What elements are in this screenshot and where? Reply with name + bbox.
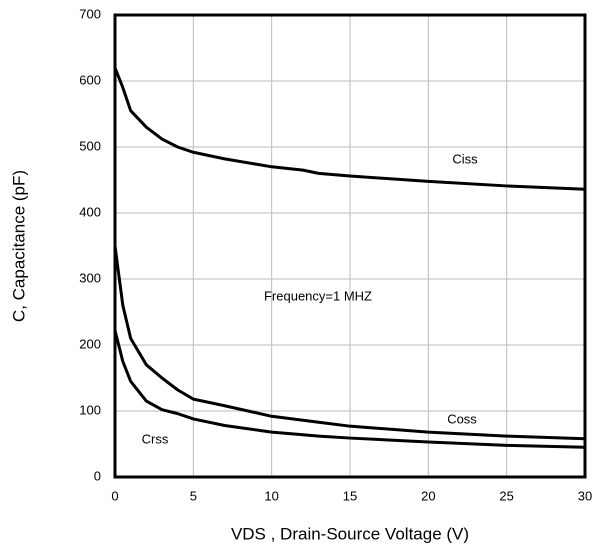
series-label: Crss [142, 431, 169, 446]
y-tick-label: 200 [79, 336, 101, 351]
series-label: Coss [447, 411, 477, 426]
annotation: Frequency=1 MHZ [264, 288, 372, 303]
x-tick-label: 5 [190, 488, 197, 503]
y-tick-label: 500 [79, 138, 101, 153]
y-tick-label: 400 [79, 204, 101, 219]
x-tick-label: 25 [499, 488, 513, 503]
x-tick-label: 10 [264, 488, 278, 503]
y-tick-label: 0 [94, 468, 101, 483]
data-line [113, 245, 586, 441]
x-tick-label: 30 [578, 488, 592, 503]
y-tick-label: 300 [79, 270, 101, 285]
y-tick-label: 100 [79, 402, 101, 417]
series-label: Ciss [452, 151, 478, 166]
y-axis-label: C, Capacitance (pF) [9, 170, 28, 322]
y-tick-label: 700 [79, 6, 101, 21]
x-axis-label: VDS , Drain-Source Voltage (V) [231, 524, 469, 543]
data-line [113, 330, 586, 449]
y-tick-label: 600 [79, 72, 101, 87]
x-tick-label: 0 [111, 488, 118, 503]
x-tick-label: 20 [421, 488, 435, 503]
data-line [113, 67, 586, 191]
x-tick-label: 15 [343, 488, 357, 503]
